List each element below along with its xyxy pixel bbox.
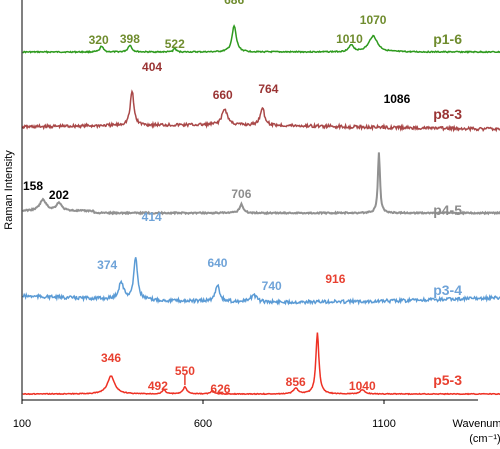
peak-label: 640	[207, 256, 227, 270]
y-axis-title: Raman Intensity	[3, 150, 15, 230]
series-line-p3-4	[22, 257, 500, 306]
peak-label: 374	[97, 258, 117, 272]
series-line-p1-6	[22, 24, 500, 54]
series-group	[21, 24, 500, 396]
peak-label: 916	[325, 272, 345, 286]
peak-label: 856	[286, 375, 306, 389]
peak-label: 550	[175, 364, 195, 378]
x-tick-label: 600	[194, 418, 212, 430]
x-ticks: 100 600 1100	[13, 400, 396, 430]
labels-group: 320 398 522 686 1010 1070 p1-6 404 660 764 p8-3 158…	[23, 0, 462, 396]
peak-label: 740	[262, 279, 282, 293]
series-line-p8-3	[21, 89, 500, 133]
series-line-p5-3	[22, 332, 500, 396]
axes	[21, 0, 478, 401]
peak-label: 1040	[349, 379, 376, 393]
x-tick-label: 100	[13, 418, 31, 430]
peak-label: 1086	[384, 92, 411, 106]
peak-label: 404	[142, 60, 162, 74]
peak-label: 706	[231, 187, 251, 201]
peak-label: 202	[49, 188, 69, 202]
peak-label: 414	[142, 210, 162, 224]
series-line-p4-5	[22, 152, 500, 216]
peak-label: 1010	[336, 32, 363, 46]
x-axis-unit: (cm⁻¹)	[469, 433, 500, 445]
x-axis-title: Wavenumber	[452, 418, 500, 430]
peak-label: 158	[23, 179, 43, 193]
series-label-p3-4: p3-4	[433, 282, 462, 298]
series-label-p4-5: p4-5	[433, 202, 462, 218]
peak-label: 660	[213, 88, 233, 102]
peak-label: 764	[258, 82, 278, 96]
x-tick-label: 1100	[372, 418, 396, 430]
peak-label: 1070	[360, 13, 387, 27]
peak-label: 686	[224, 0, 244, 7]
peak-label: 398	[120, 32, 140, 46]
peak-label: 626	[210, 382, 230, 396]
series-label-p8-3: p8-3	[433, 106, 462, 122]
series-label-p1-6: p1-6	[433, 31, 462, 47]
series-label-p5-3: p5-3	[433, 372, 462, 388]
peak-label: 492	[148, 379, 168, 393]
peak-label: 320	[89, 33, 109, 47]
peak-label: 346	[101, 351, 121, 365]
peak-label: 522	[165, 37, 185, 51]
